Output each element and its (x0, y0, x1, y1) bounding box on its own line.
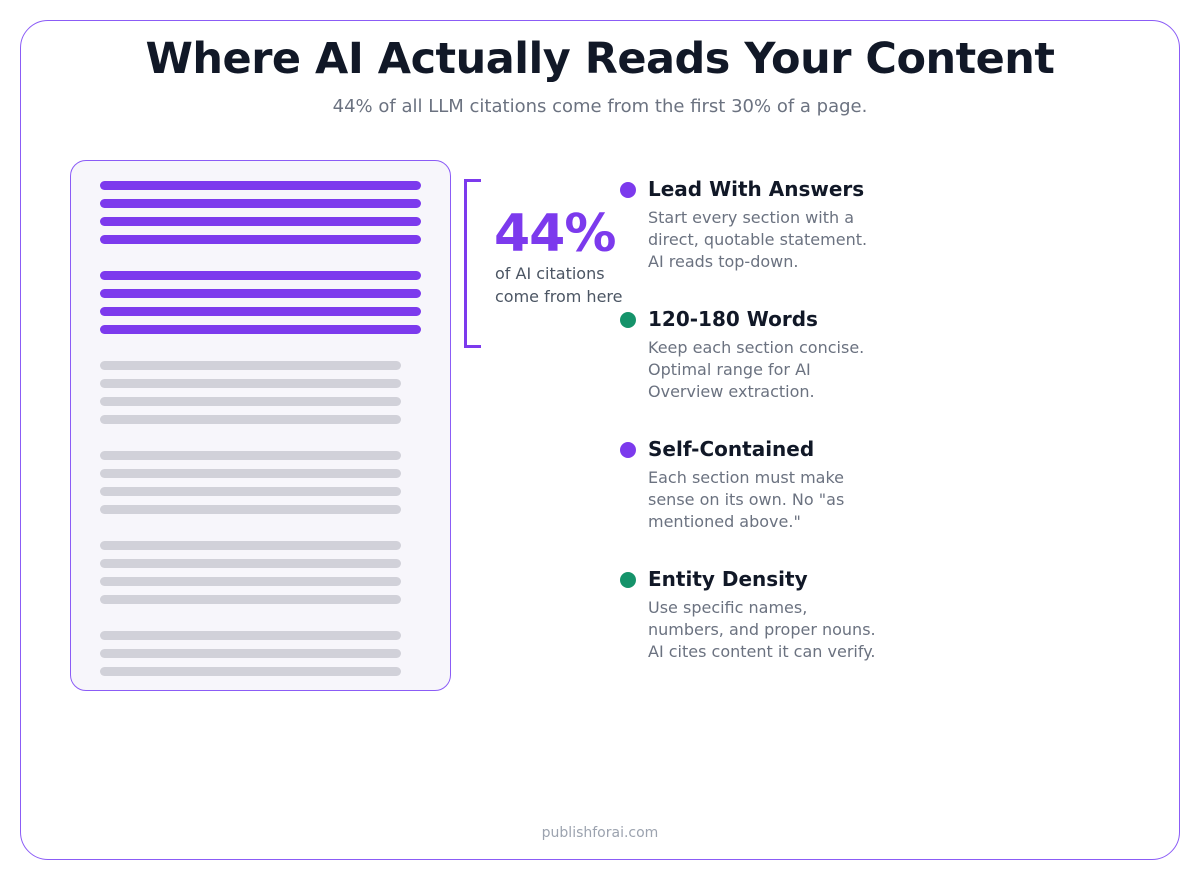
bracket (464, 179, 481, 348)
subtitle: 44% of all LLM citations come from the f… (332, 96, 868, 117)
page-illustration (70, 160, 451, 691)
highlight-line (100, 307, 421, 316)
bullet-dot (620, 442, 636, 458)
tip-text: Use specific names, numbers, and proper … (648, 598, 876, 661)
tip-title: Self-Contained (648, 437, 815, 461)
highlight-line (100, 199, 421, 208)
tip-title: Entity Density (648, 567, 808, 591)
text-line (100, 397, 401, 406)
tip-title: 120-180 Words (648, 307, 818, 331)
highlight-line (100, 271, 421, 280)
text-line (100, 361, 401, 370)
tip-text: Keep each section concise. Optimal range… (648, 338, 865, 401)
text-line (100, 649, 401, 658)
bullet-dot (620, 572, 636, 588)
stat: 44% (494, 204, 616, 264)
bullet-dot (620, 312, 636, 328)
footer: publishforai.com (541, 825, 659, 841)
bullet-dot (620, 182, 636, 198)
highlight-line (100, 181, 421, 190)
tip-text: Start every section with a direct, quota… (648, 208, 868, 271)
text-line (100, 559, 401, 568)
title: Where AI Actually Reads Your Content (145, 34, 1055, 84)
highlight-line (100, 235, 421, 244)
text-line (100, 595, 401, 604)
stat-caption: of AI citations come from here (495, 264, 623, 306)
text-line (100, 487, 401, 496)
highlight-line (100, 217, 421, 226)
text-line (100, 631, 401, 640)
frame (20, 20, 1180, 860)
text-line (100, 379, 401, 388)
tip-text: Each section must make sense on its own.… (648, 468, 845, 531)
text-line (100, 415, 401, 424)
text-line (100, 469, 401, 478)
tip-title: Lead With Answers (648, 177, 865, 201)
text-line (100, 541, 401, 550)
highlight-line (100, 289, 421, 298)
highlight-line (100, 325, 421, 334)
text-line (100, 451, 401, 460)
text-line (100, 577, 401, 586)
text-line (100, 505, 401, 514)
text-line (100, 667, 401, 676)
